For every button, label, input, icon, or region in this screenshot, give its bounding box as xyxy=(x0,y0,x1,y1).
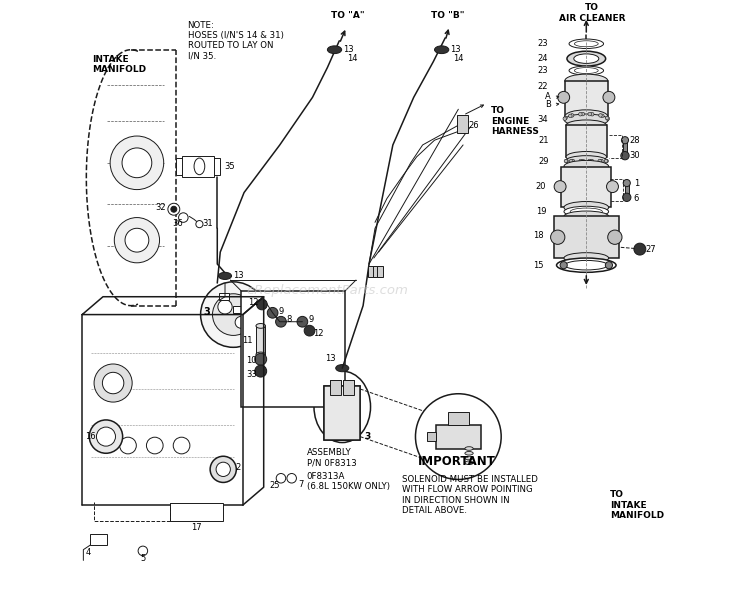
Circle shape xyxy=(607,181,619,193)
Bar xyxy=(458,115,468,133)
Bar xyxy=(170,504,224,521)
Text: 10: 10 xyxy=(246,356,256,365)
Text: 15: 15 xyxy=(533,261,544,270)
Circle shape xyxy=(416,393,501,480)
Bar xyxy=(219,292,229,300)
Circle shape xyxy=(210,456,236,483)
Circle shape xyxy=(114,218,160,263)
Ellipse shape xyxy=(566,155,608,166)
Text: 17: 17 xyxy=(191,523,202,532)
Text: 11: 11 xyxy=(242,335,253,344)
Bar xyxy=(565,81,608,117)
Circle shape xyxy=(622,136,628,144)
Ellipse shape xyxy=(567,51,606,66)
Circle shape xyxy=(600,159,603,163)
Ellipse shape xyxy=(336,365,349,372)
Ellipse shape xyxy=(434,46,448,54)
Circle shape xyxy=(604,159,608,163)
Text: B: B xyxy=(545,100,551,109)
Text: 35: 35 xyxy=(224,162,235,171)
Circle shape xyxy=(564,116,567,120)
Circle shape xyxy=(125,228,148,252)
Circle shape xyxy=(120,437,136,454)
Ellipse shape xyxy=(328,46,342,54)
Ellipse shape xyxy=(194,158,205,175)
Ellipse shape xyxy=(564,253,608,263)
Text: 31: 31 xyxy=(202,219,212,228)
Bar xyxy=(233,306,243,313)
Ellipse shape xyxy=(256,324,266,328)
Bar xyxy=(91,534,107,545)
Circle shape xyxy=(89,420,123,453)
Bar xyxy=(241,291,345,407)
Circle shape xyxy=(276,474,286,483)
Text: 18: 18 xyxy=(533,231,544,240)
Circle shape xyxy=(275,316,286,327)
Text: 8: 8 xyxy=(286,315,292,325)
Bar xyxy=(368,266,374,277)
Ellipse shape xyxy=(564,160,608,172)
Text: 4: 4 xyxy=(86,548,91,557)
Ellipse shape xyxy=(564,202,608,213)
Bar xyxy=(625,183,628,197)
Text: NOTE:
HOSES (I/N'S 14 & 31)
ROUTED TO LAY ON
I/N 35.: NOTE: HOSES (I/N'S 14 & 31) ROUTED TO LA… xyxy=(188,21,284,61)
Bar xyxy=(448,411,469,425)
Text: 34: 34 xyxy=(537,115,548,124)
Circle shape xyxy=(200,282,266,347)
Circle shape xyxy=(94,364,132,402)
Circle shape xyxy=(634,243,646,255)
Text: 9: 9 xyxy=(309,315,314,325)
Text: 16: 16 xyxy=(86,432,96,441)
Ellipse shape xyxy=(565,260,608,270)
Bar xyxy=(344,380,354,395)
Circle shape xyxy=(598,114,602,117)
Circle shape xyxy=(558,91,570,103)
Circle shape xyxy=(146,437,163,454)
Text: 3: 3 xyxy=(364,432,370,441)
Circle shape xyxy=(554,181,566,193)
Circle shape xyxy=(588,159,591,163)
Bar xyxy=(330,380,341,395)
Text: 5: 5 xyxy=(140,554,146,563)
Text: SOLENOID MUST BE INSTALLED
WITH FLOW ARROW POINTING
IN DIRECTION SHOWN IN
DETAIL: SOLENOID MUST BE INSTALLED WITH FLOW ARR… xyxy=(402,475,538,515)
Ellipse shape xyxy=(556,258,616,272)
Circle shape xyxy=(581,112,585,116)
Text: 7: 7 xyxy=(298,480,303,489)
Bar xyxy=(566,126,607,157)
Bar xyxy=(377,266,383,277)
Text: 29: 29 xyxy=(538,157,549,166)
Circle shape xyxy=(196,221,203,228)
Text: 27: 27 xyxy=(645,245,656,254)
Bar xyxy=(182,155,214,177)
Text: TO
ENGINE
HARNESS: TO ENGINE HARNESS xyxy=(491,106,539,136)
Circle shape xyxy=(256,299,267,310)
Circle shape xyxy=(216,462,230,477)
Ellipse shape xyxy=(465,461,473,465)
Circle shape xyxy=(110,136,164,190)
Ellipse shape xyxy=(314,371,370,443)
Text: TO
AIR CLEANER: TO AIR CLEANER xyxy=(559,3,626,23)
Ellipse shape xyxy=(465,451,473,455)
Text: IMPORTANT: IMPORTANT xyxy=(419,455,496,468)
Text: 13: 13 xyxy=(325,353,336,362)
Circle shape xyxy=(623,179,630,187)
Circle shape xyxy=(601,114,604,118)
Circle shape xyxy=(606,117,610,120)
Bar xyxy=(373,266,379,277)
Text: 3: 3 xyxy=(204,307,211,316)
Circle shape xyxy=(603,91,615,103)
Bar xyxy=(554,216,619,258)
Text: 26: 26 xyxy=(468,121,478,130)
Text: 14: 14 xyxy=(453,54,464,63)
Bar xyxy=(325,386,360,440)
Text: 14: 14 xyxy=(347,54,358,63)
Bar xyxy=(333,428,351,440)
Ellipse shape xyxy=(566,120,607,131)
Circle shape xyxy=(103,373,124,393)
Ellipse shape xyxy=(564,114,608,126)
Text: 0F8313A
(6.8L 150KW ONLY): 0F8313A (6.8L 150KW ONLY) xyxy=(307,472,389,491)
Text: 12: 12 xyxy=(248,298,258,307)
Circle shape xyxy=(550,230,565,245)
Circle shape xyxy=(608,230,622,245)
Circle shape xyxy=(570,114,574,117)
